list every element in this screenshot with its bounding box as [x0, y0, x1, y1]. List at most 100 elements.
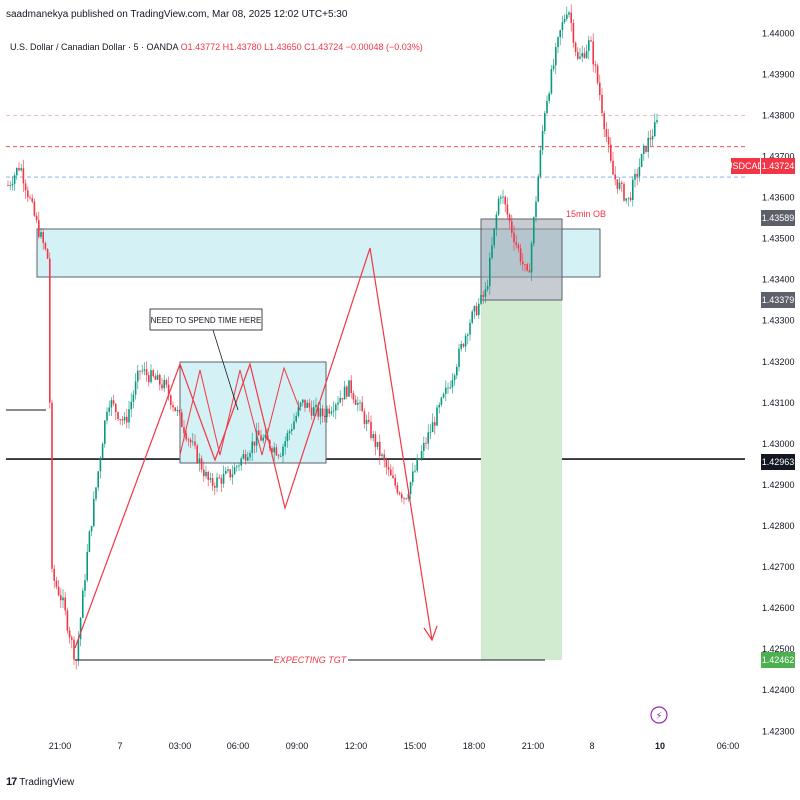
time-axis: 21:00 7 03:00 06:00 09:00 12:00 15:00 18:00 21:0… — [49, 741, 740, 751]
order-block[interactable] — [480, 218, 563, 301]
candle — [561, 15, 564, 39]
candle-body — [458, 348, 460, 367]
candle — [49, 252, 51, 409]
candle — [368, 411, 370, 424]
candle-body — [460, 344, 462, 349]
price-tick-14: 1.42600 — [762, 603, 795, 613]
candle — [511, 214, 513, 238]
candle-body — [524, 264, 526, 265]
candle-body — [134, 381, 137, 395]
candle — [614, 166, 616, 186]
candle-body — [566, 14, 568, 20]
candle-body — [253, 441, 256, 446]
candle-body — [451, 380, 454, 388]
candle — [262, 434, 264, 444]
candle-body — [581, 53, 583, 57]
candle-body — [590, 40, 592, 42]
candle — [60, 588, 62, 608]
candle-body — [302, 399, 304, 403]
candle-body — [64, 597, 66, 611]
candle-body — [379, 441, 381, 456]
candle-body — [304, 399, 306, 408]
candle-body — [350, 380, 352, 394]
candle-body — [44, 242, 47, 249]
candle — [277, 453, 280, 460]
candle — [106, 407, 108, 425]
candle — [359, 399, 361, 411]
candle — [108, 400, 110, 416]
candle — [387, 459, 390, 477]
price-tag-3 — [761, 454, 795, 470]
candle — [332, 401, 335, 418]
candle — [502, 189, 504, 204]
lightning-badge[interactable] — [650, 706, 668, 724]
candle-body — [328, 408, 330, 414]
candle — [392, 466, 394, 480]
candle-body — [101, 443, 104, 459]
candle — [645, 145, 647, 154]
candle-body — [90, 525, 93, 532]
target-box[interactable] — [481, 300, 562, 660]
candle-body — [383, 454, 385, 461]
candle-body — [42, 232, 44, 243]
candle — [82, 588, 84, 619]
candle — [88, 529, 91, 553]
candle — [467, 332, 469, 345]
candle-body — [462, 344, 465, 347]
candle — [431, 413, 434, 433]
candle-body — [240, 458, 242, 466]
candle — [379, 434, 381, 465]
candle — [126, 408, 128, 429]
brand-name: TradingView — [19, 776, 75, 788]
candle — [489, 252, 491, 295]
candle — [192, 432, 194, 446]
candle-body — [394, 477, 396, 486]
candle-body — [486, 286, 489, 290]
candle-body — [165, 380, 168, 385]
price-axis: 1.44000 1.43900 1.43800 1.43700 1.43600 1.435… — [762, 28, 795, 736]
candle-body — [192, 441, 194, 443]
candle-body — [284, 441, 286, 447]
candle-body — [392, 475, 394, 478]
candle-body — [616, 179, 619, 189]
candle — [497, 195, 500, 217]
candle — [482, 291, 484, 305]
candle-body — [361, 402, 363, 412]
candle — [99, 456, 102, 479]
time-tick-4: 09:00 — [286, 741, 309, 751]
candle — [337, 395, 339, 411]
candle-body — [603, 113, 605, 130]
candle — [394, 473, 396, 489]
candle — [346, 385, 348, 400]
callout-text: NEED TO SPEND TIME HERE — [151, 316, 262, 325]
candle-body — [159, 374, 161, 385]
price-tag-text-1: 1.43589 — [762, 213, 795, 223]
candle — [16, 167, 18, 180]
candle-body — [401, 494, 403, 498]
candle — [473, 305, 476, 319]
candle-body — [189, 439, 192, 443]
candle-body — [297, 406, 300, 416]
candle — [150, 364, 152, 384]
candle-body — [313, 407, 315, 416]
candle-body — [258, 430, 260, 436]
candle-body — [18, 167, 20, 171]
candle — [376, 441, 379, 450]
candle-body — [440, 397, 443, 405]
candle — [475, 302, 478, 317]
candle — [260, 429, 262, 442]
candle — [229, 468, 231, 481]
candle — [522, 253, 524, 271]
candle — [189, 437, 192, 449]
candle — [295, 412, 297, 424]
candle-body — [594, 64, 597, 66]
candle — [445, 380, 447, 402]
candle — [656, 113, 658, 125]
candle — [654, 113, 656, 137]
candle-body — [596, 65, 599, 83]
candle-body — [420, 450, 423, 460]
candle — [418, 458, 421, 461]
price-tag-0 — [761, 158, 795, 174]
candle — [55, 576, 58, 590]
